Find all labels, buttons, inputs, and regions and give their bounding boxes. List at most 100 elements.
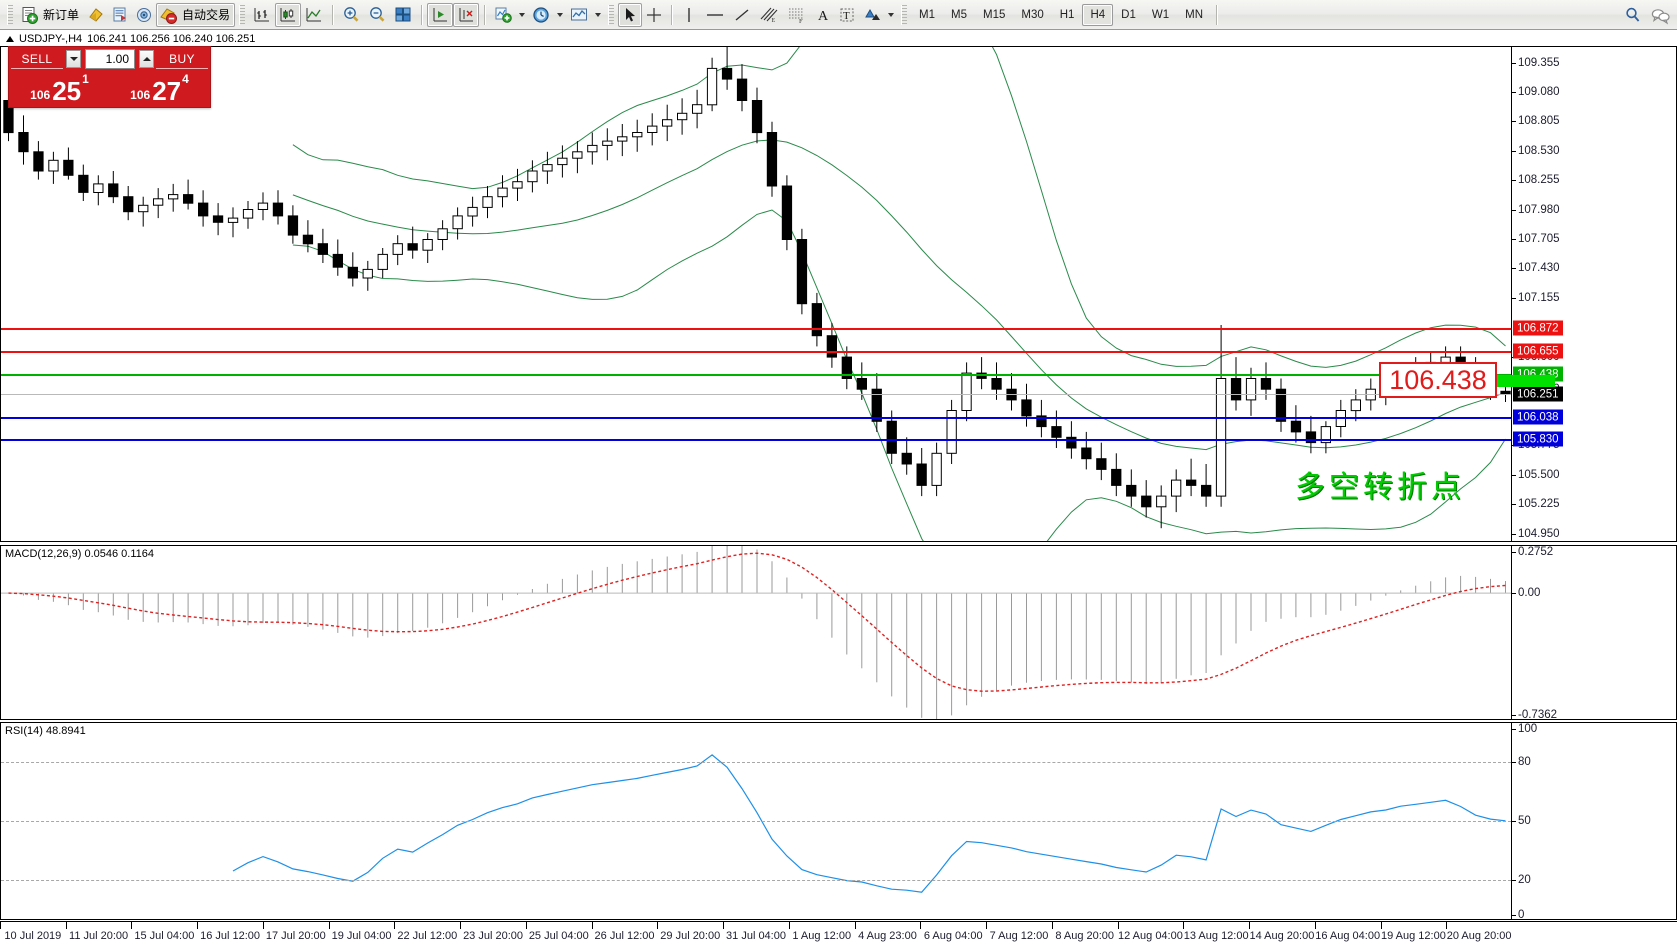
search-button[interactable] <box>1620 3 1646 27</box>
chat-button[interactable] <box>1646 3 1674 27</box>
buy-price-button[interactable]: 106 27 4 <box>111 71 208 105</box>
crosshair-button[interactable] <box>642 3 666 27</box>
text-icon: A <box>818 9 829 24</box>
price-y-axis[interactable]: 109.355 109.080 108.805 108.530 108.255 107.9… <box>1511 47 1676 541</box>
templates-dropdown-caret[interactable] <box>595 12 602 17</box>
toolbar-grip[interactable] <box>7 4 13 25</box>
price-level-line-105.830[interactable] <box>1 439 1511 442</box>
tf-d1[interactable]: D1 <box>1121 8 1136 21</box>
macd-y-axis[interactable]: 0.2752 0.00 -0.7362 <box>1511 546 1676 721</box>
price-y-tick: 107.705 <box>1512 232 1560 245</box>
price-y-tick: 107.980 <box>1512 203 1560 216</box>
sell-price-button[interactable]: 106 25 1 <box>11 71 108 105</box>
time-axis-separator <box>1249 922 1251 929</box>
auto-scroll-button[interactable] <box>453 2 480 27</box>
new-order-button[interactable]: 新订单 <box>17 3 84 27</box>
sell-price-point: 1 <box>82 72 89 86</box>
price-plot-area[interactable] <box>1 47 1511 541</box>
shapes-button[interactable] <box>859 3 885 27</box>
price-level-line-106.655[interactable] <box>1 351 1511 354</box>
line-chart-button[interactable] <box>301 3 327 27</box>
time-axis-separator <box>788 922 790 929</box>
rsi-series <box>232 754 1506 893</box>
vertical-line-button[interactable] <box>677 3 701 27</box>
price-level-label-106.038[interactable]: 106.038 <box>1513 409 1563 425</box>
fibonacci-button[interactable]: F <box>783 3 811 27</box>
price-level-line-106.872[interactable] <box>1 328 1511 330</box>
period-button[interactable] <box>528 3 554 27</box>
price-y-tick: 105.225 <box>1512 498 1560 511</box>
tf-m1[interactable]: M1 <box>919 8 936 21</box>
indicators-button[interactable] <box>490 3 516 27</box>
macd-series <box>1 546 1511 719</box>
tf-m15[interactable]: M15 <box>983 8 1006 21</box>
chart-header: USDJPY-,H4 106.241 106.256 106.240 106.2… <box>0 31 1677 46</box>
time-axis-separator <box>0 922 1 929</box>
candlestick-chart-button[interactable] <box>275 2 302 27</box>
shift-end-button[interactable] <box>427 2 454 27</box>
price-y-tick: 107.430 <box>1512 262 1560 275</box>
volume-increase-button[interactable] <box>139 50 154 68</box>
toolbar-grip-2[interactable] <box>239 4 246 25</box>
toolbar-grip-4[interactable] <box>901 4 908 25</box>
price-level-label-106.251[interactable]: 106.251 <box>1513 386 1563 402</box>
chart-annotation-text[interactable]: 多空转折点 <box>1295 470 1465 505</box>
macd-plot-area[interactable] <box>1 546 1511 719</box>
tf-m5[interactable]: M5 <box>951 8 967 21</box>
price-y-tick: 108.530 <box>1512 144 1560 157</box>
price-y-tick: 108.805 <box>1512 115 1560 128</box>
rsi-y-axis[interactable]: 100 80 50 20 0 <box>1511 723 1676 921</box>
time-axis-label: 23 Jul 20:00 <box>463 930 523 942</box>
toolbar-grip-3[interactable] <box>608 4 615 25</box>
time-axis-separator <box>394 922 396 929</box>
collapse-triangle-icon[interactable] <box>6 35 14 42</box>
rsi-plot-area[interactable] <box>1 723 1511 919</box>
time-axis[interactable]: 10 Jul 2019 11 Jul 20:00 15 Jul 04:00 16 Ju… <box>0 921 1677 950</box>
buy-price-big: 27 <box>152 76 182 106</box>
price-level-line-106.038[interactable] <box>1 417 1511 420</box>
autotrading-button[interactable]: 自动交易 <box>156 2 236 27</box>
tf-h1[interactable]: H1 <box>1059 8 1075 21</box>
data-window-button[interactable] <box>108 3 132 27</box>
buy-label[interactable]: BUY <box>156 49 208 69</box>
zoom-in-icon <box>344 6 359 22</box>
cursor-icon <box>626 7 636 21</box>
price-level-label-106.655[interactable]: 106.655 <box>1513 343 1563 359</box>
price-level-line-106.438[interactable] <box>1 374 1511 377</box>
price-level-label-105.830[interactable]: 105.830 <box>1513 431 1563 447</box>
equidistant-channel-button[interactable]: E <box>755 3 783 27</box>
text-label-button[interactable]: T <box>835 3 859 27</box>
time-axis-separator <box>460 922 462 929</box>
zoom-out-button[interactable] <box>364 3 390 27</box>
text-button[interactable]: A <box>811 3 835 27</box>
volume-value[interactable]: 1.00 <box>105 52 129 66</box>
period-dropdown-caret[interactable] <box>557 12 564 17</box>
zoom-in-button[interactable] <box>338 3 364 27</box>
indicators-dropdown-caret[interactable] <box>519 12 526 17</box>
price-callout-box[interactable]: 106.438 <box>1379 362 1497 398</box>
volume-input[interactable]: 1.00 <box>85 49 135 69</box>
tile-windows-button[interactable] <box>390 3 416 27</box>
rsi-y-tick: 100 <box>1511 723 1538 735</box>
zoom-out-icon <box>370 6 385 22</box>
vline-icon <box>688 7 690 22</box>
templates-button[interactable] <box>566 3 592 27</box>
tf-h4[interactable]: H4 <box>1082 3 1114 26</box>
time-axis-label: 25 Jul 04:00 <box>528 930 589 942</box>
navigator-button[interactable] <box>132 3 156 27</box>
tf-m30[interactable]: M30 <box>1021 8 1044 21</box>
cursor-button[interactable] <box>618 2 643 27</box>
trendline-button[interactable] <box>729 3 755 27</box>
price-y-tick: 109.355 <box>1512 56 1560 69</box>
text-label-icon: T <box>840 8 854 22</box>
sell-label[interactable]: SELL <box>11 49 63 69</box>
expert-advisor-button[interactable] <box>84 3 108 27</box>
volume-decrease-button[interactable] <box>66 50 81 68</box>
tf-mn[interactable]: MN <box>1185 8 1203 21</box>
tf-w1[interactable]: W1 <box>1151 8 1170 21</box>
shapes-dropdown-caret[interactable] <box>888 12 895 17</box>
bar-chart-button[interactable] <box>249 3 275 27</box>
horizontal-line-button[interactable] <box>701 3 729 27</box>
time-axis-label: 20 Aug 20:00 <box>1446 930 1512 942</box>
price-level-label-106.872[interactable]: 106.872 <box>1513 320 1563 336</box>
